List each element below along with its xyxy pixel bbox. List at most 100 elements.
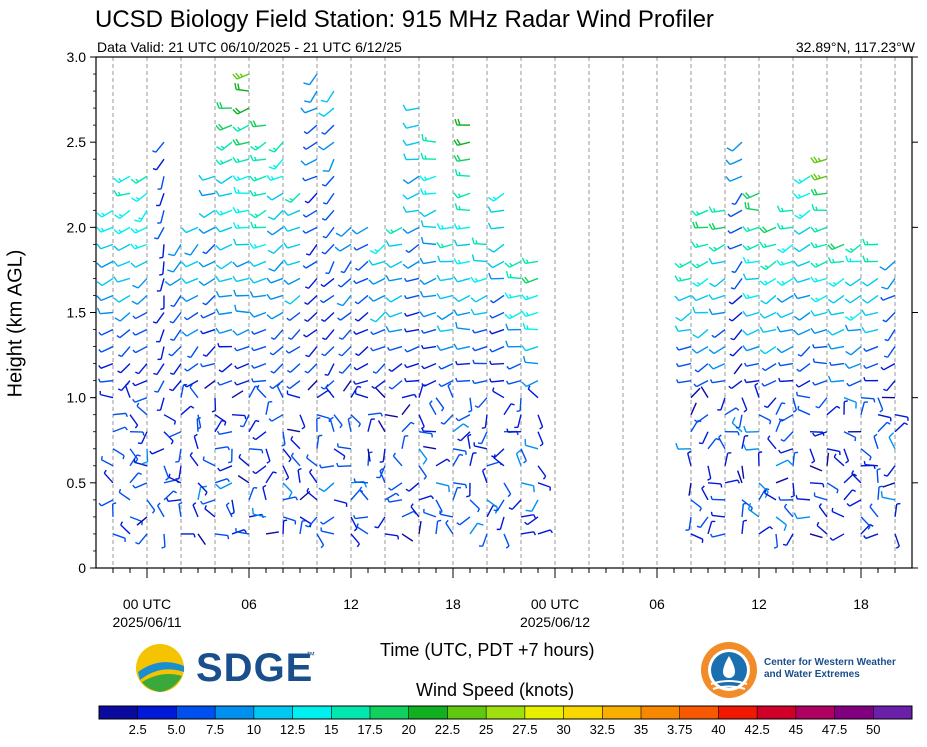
wind-barb xyxy=(537,465,547,480)
barb-staff xyxy=(423,260,437,265)
barb-staff xyxy=(367,418,372,432)
barb-staff xyxy=(112,533,126,539)
barb-staff xyxy=(452,448,466,452)
wind-barb xyxy=(157,176,165,190)
barb-staff xyxy=(236,379,250,386)
wind-barb xyxy=(690,402,697,415)
barb-staff xyxy=(138,533,148,545)
barb-flag xyxy=(232,261,238,268)
barb-staff xyxy=(440,328,454,333)
barb-staff xyxy=(186,363,199,372)
barb-staff xyxy=(720,397,726,411)
wind-barb xyxy=(353,478,369,484)
barb-half xyxy=(324,373,329,376)
wind-barb xyxy=(372,363,386,374)
barb-staff xyxy=(764,363,777,372)
wind-barb xyxy=(496,516,505,531)
barb-half xyxy=(886,421,891,425)
wind-barb xyxy=(130,175,148,184)
barb-flag xyxy=(742,226,748,232)
barb-half xyxy=(134,424,139,429)
barb-half xyxy=(509,262,513,267)
wind-barb xyxy=(270,329,284,340)
barb-staff xyxy=(367,448,371,462)
barb-half xyxy=(675,363,679,367)
barb-staff xyxy=(775,402,783,416)
barb-half xyxy=(297,467,302,471)
wind-barb xyxy=(355,346,369,357)
barb-half xyxy=(709,533,713,538)
wind-barb xyxy=(809,533,823,539)
wind-barb xyxy=(163,465,170,481)
barb-half xyxy=(849,315,854,320)
barb-staff xyxy=(724,479,738,484)
barb-half xyxy=(170,304,175,308)
barb-half xyxy=(780,260,785,265)
barb-staff xyxy=(180,384,185,398)
wind-barb xyxy=(297,467,302,483)
barb-staff xyxy=(406,141,420,147)
wind-barb xyxy=(321,243,335,255)
wind-barb xyxy=(754,382,760,398)
wind-barb xyxy=(232,138,250,146)
barb-half xyxy=(728,385,733,390)
barb-staff xyxy=(422,192,437,195)
wind-barb xyxy=(401,533,414,542)
barb-staff xyxy=(273,329,284,340)
barb-half xyxy=(489,360,492,365)
barb-half xyxy=(255,419,260,423)
barb-half xyxy=(153,372,158,376)
wind-barb xyxy=(796,363,811,372)
barb-half xyxy=(829,537,834,541)
wind-barb xyxy=(112,426,128,433)
barb-flag xyxy=(232,126,239,132)
barb-staff xyxy=(273,209,284,221)
barb-half xyxy=(138,217,143,220)
barb-staff xyxy=(253,513,267,518)
wind-barb xyxy=(809,465,823,472)
wind-barb xyxy=(489,328,505,335)
barb-staff xyxy=(797,516,811,520)
barb-flag xyxy=(96,212,103,218)
barb-flag xyxy=(250,221,254,228)
barb-half xyxy=(318,464,322,469)
barb-staff xyxy=(289,311,301,321)
barb-staff xyxy=(329,419,335,432)
barb-half xyxy=(743,362,747,367)
wind-barb xyxy=(860,396,876,403)
barb-staff xyxy=(112,426,126,433)
wind-barb xyxy=(877,414,892,422)
barb-flag xyxy=(845,350,852,356)
barb-staff xyxy=(356,362,369,371)
wind-barb xyxy=(894,422,908,433)
barb-staff xyxy=(486,505,494,518)
barb-half xyxy=(354,318,359,322)
barb-half xyxy=(252,470,256,475)
barb-staff xyxy=(135,345,148,354)
barb-staff xyxy=(173,329,182,341)
wind-barb xyxy=(249,260,267,268)
wind-barb xyxy=(710,511,726,518)
barb-flag xyxy=(692,333,699,339)
wind-barb xyxy=(845,243,862,254)
colorbar-label-value: 50 xyxy=(866,722,880,737)
wind-barb xyxy=(693,380,709,388)
barb-staff xyxy=(467,435,471,449)
wind-barb xyxy=(694,363,709,373)
wind-barb xyxy=(503,403,515,416)
barb-half xyxy=(120,521,124,526)
barb-staff xyxy=(724,407,737,416)
barb-staff xyxy=(435,397,445,409)
wind-barb xyxy=(810,276,828,283)
barb-half xyxy=(781,207,784,212)
barb-half xyxy=(831,507,834,512)
barb-staff xyxy=(850,346,862,356)
barb-staff xyxy=(490,379,505,383)
barb-staff xyxy=(219,379,233,386)
barb-half xyxy=(303,334,307,338)
wind-barb xyxy=(453,343,471,351)
barb-flag xyxy=(215,124,221,131)
barb-staff xyxy=(221,363,233,373)
barb-staff xyxy=(159,193,165,206)
barb-half xyxy=(713,246,717,251)
